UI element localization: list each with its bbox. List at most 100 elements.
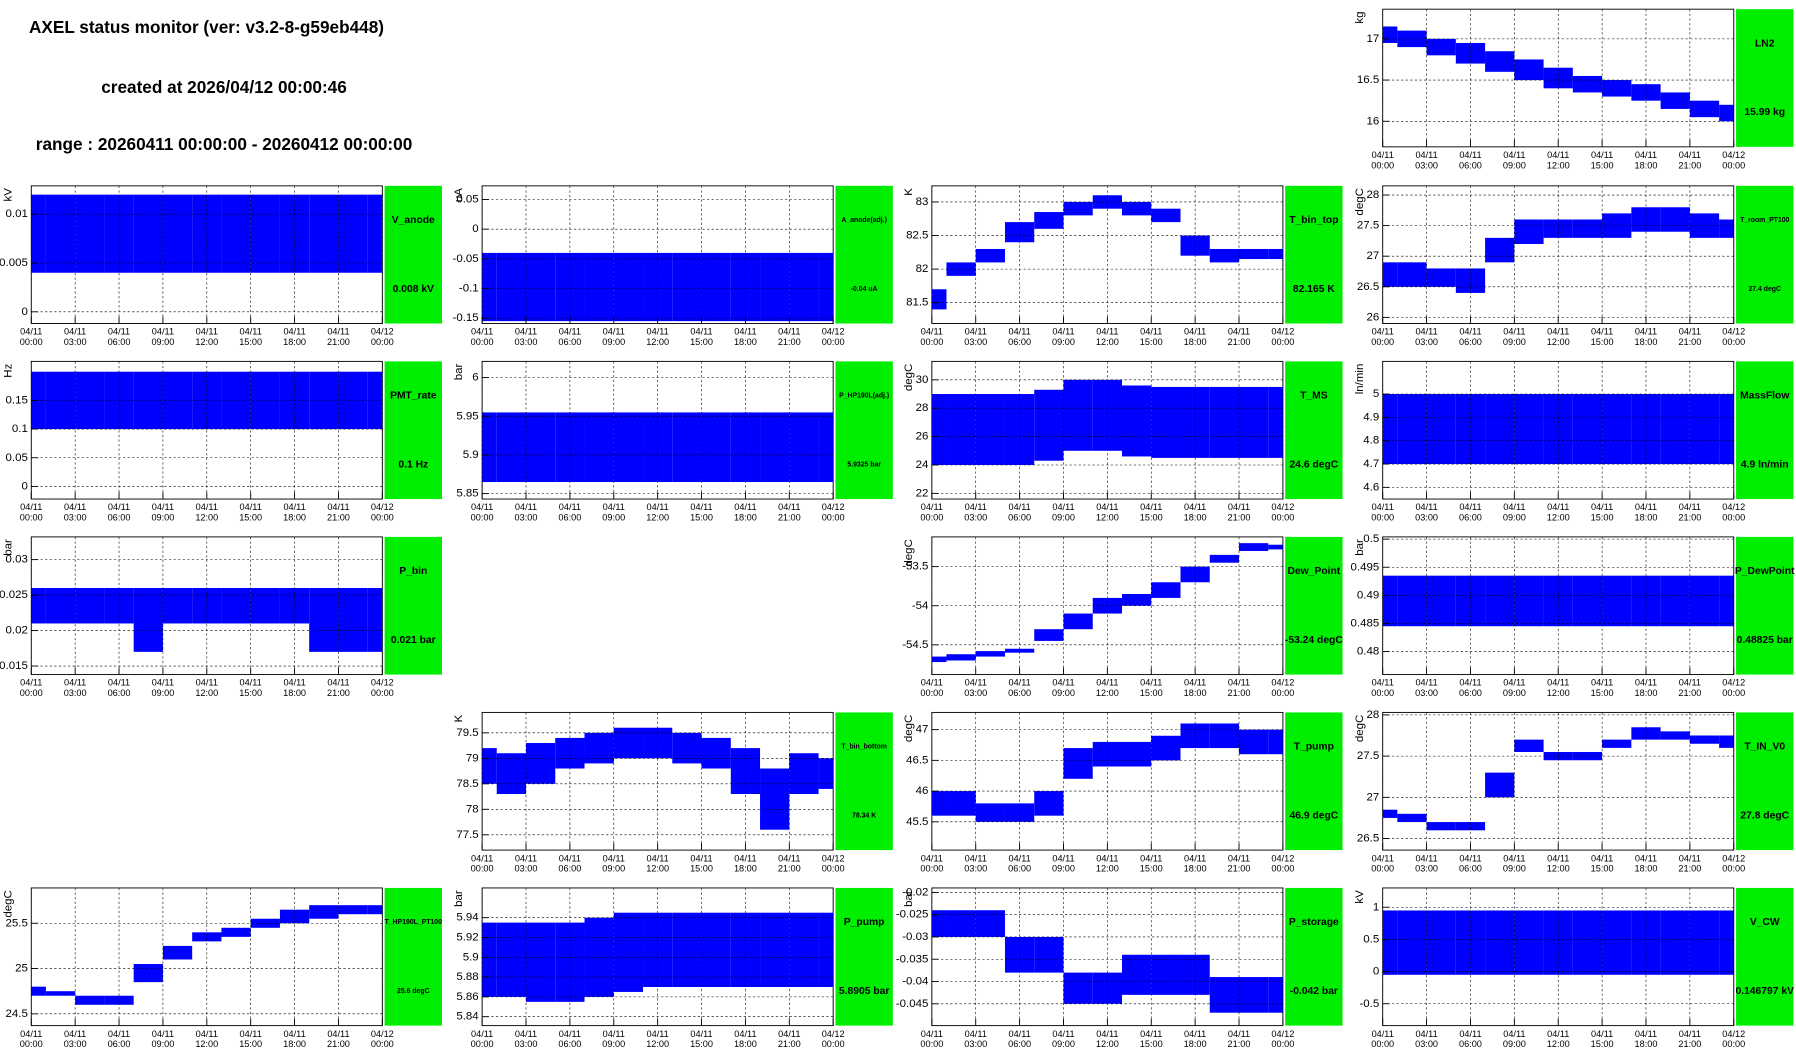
x-tick-label: 04/11 09:00 [151, 503, 174, 523]
data-band [75, 371, 105, 430]
y-tick-label: 77.5 [456, 829, 478, 841]
y-tick-label: 25 [15, 963, 28, 975]
y-axis-label: degC [1354, 188, 1366, 215]
data-band [367, 905, 383, 915]
data-band [75, 194, 105, 273]
x-tick-label: 04/11 21:00 [327, 327, 350, 347]
y-tick-label: -0.025 [896, 909, 929, 921]
x-tick-label: 04/11 06:00 [558, 854, 581, 874]
data-band [818, 412, 834, 483]
data-band [1063, 613, 1093, 630]
data-band [1004, 803, 1035, 822]
x-tick-label: 04/11 06:00 [108, 678, 131, 698]
y-axis-label: uA [453, 188, 465, 202]
y-axis-label: K [453, 714, 465, 722]
x-tick-label: 04/11 18:00 [1184, 854, 1207, 874]
x-tick-label: 04/12 00:00 [1722, 503, 1745, 523]
status-label: V_CW [1750, 917, 1780, 928]
data-band [613, 727, 644, 759]
x-tick-label: 04/11 09:00 [151, 1029, 174, 1049]
x-tick-label: 04/11 18:00 [1635, 678, 1658, 698]
y-axis-label: K [903, 188, 915, 196]
y-axis-label: degC [903, 364, 915, 391]
data-band [221, 927, 251, 937]
x-tick-label: 04/11 18:00 [1635, 503, 1658, 523]
y-tick-label: 0 [1373, 966, 1379, 978]
data-band [1455, 268, 1486, 293]
data-band [1268, 386, 1283, 458]
x-tick-label: 04/11 21:00 [327, 1029, 350, 1049]
data-band [701, 252, 731, 322]
data-band [309, 587, 339, 652]
data-band [221, 194, 251, 273]
y-tick-label: 5.95 [456, 410, 478, 422]
x-tick-label: 04/11 12:00 [646, 854, 669, 874]
y-axis-label: degC [2, 890, 14, 917]
data-band [1151, 954, 1181, 995]
data-band [1209, 248, 1240, 263]
x-tick-label: 04/11 06:00 [558, 327, 581, 347]
plot-area [931, 195, 1283, 310]
status-panel [1285, 887, 1343, 1026]
status-label: Dew_Point [1288, 566, 1341, 577]
x-tick-label: 04/11 21:00 [778, 1029, 801, 1049]
data-band [1689, 100, 1720, 118]
data-band [496, 753, 527, 795]
x-tick-label: 04/12 00:00 [1271, 327, 1294, 347]
y-tick-label: 4.8 [1363, 435, 1379, 447]
y-tick-label: 78 [466, 803, 479, 815]
y-tick-label: 0.495 [1351, 561, 1380, 573]
x-tick-label: 04/11 03:00 [1415, 503, 1438, 523]
data-band [1034, 389, 1064, 461]
data-band [672, 732, 702, 764]
data-band [1455, 822, 1486, 831]
y-tick-label: 5.9 [463, 449, 479, 461]
x-tick-label: 04/11 09:00 [1503, 678, 1526, 698]
data-band [1543, 394, 1573, 465]
data-band [701, 912, 731, 987]
x-tick-label: 04/11 00:00 [471, 1029, 494, 1049]
data-band [1455, 42, 1486, 64]
data-band [1268, 248, 1283, 260]
data-band [1689, 735, 1720, 744]
x-tick-label: 04/11 21:00 [1228, 678, 1251, 698]
x-tick-label: 04/11 06:00 [1459, 854, 1482, 874]
data-band [701, 412, 731, 483]
data-band [250, 587, 280, 624]
x-tick-label: 04/11 06:00 [558, 503, 581, 523]
data-band [1426, 38, 1456, 56]
data-band [1034, 936, 1064, 973]
y-tick-label: 0.48 [1357, 646, 1379, 658]
status-value: -0.04 uA [851, 286, 878, 293]
data-band [1426, 394, 1456, 465]
data-band [1602, 80, 1632, 97]
y-tick-label: 26 [916, 431, 929, 443]
y-tick-label: -0.05 [453, 253, 479, 265]
data-band [730, 412, 761, 483]
data-band [1719, 910, 1734, 975]
status-panel [384, 536, 442, 675]
x-tick-label: 04/11 18:00 [283, 678, 306, 698]
x-tick-label: 04/11 09:00 [602, 327, 625, 347]
y-tick-label: 5.92 [456, 931, 478, 943]
x-tick-label: 04/11 06:00 [1008, 327, 1031, 347]
data-band [162, 945, 193, 960]
x-tick-label: 04/11 00:00 [20, 678, 43, 698]
status-value: 5.8905 bar [839, 986, 889, 997]
x-tick-label: 04/11 03:00 [1415, 678, 1438, 698]
data-band [931, 394, 947, 465]
data-band [1572, 219, 1603, 238]
status-panel [1736, 361, 1794, 500]
data-band [613, 252, 644, 322]
data-band [1631, 394, 1661, 465]
data-band [250, 194, 280, 273]
status-panel [835, 361, 893, 500]
data-band [613, 912, 644, 992]
data-band [75, 995, 105, 1005]
x-tick-label: 04/12 00:00 [1271, 503, 1294, 523]
y-tick-label: 78.5 [456, 778, 478, 790]
x-tick-label: 04/12 00:00 [1271, 678, 1294, 698]
data-band [133, 587, 163, 652]
y-tick-label: 4.9 [1363, 411, 1379, 423]
